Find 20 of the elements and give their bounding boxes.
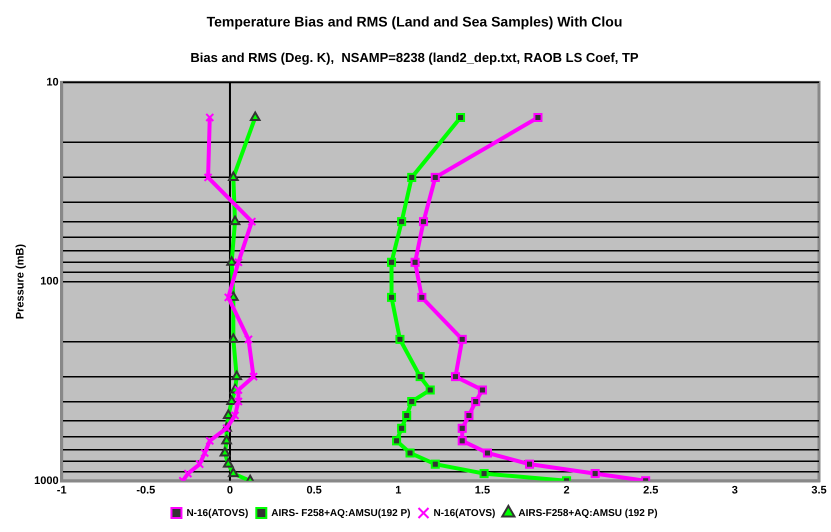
legend-label: N-16(ATOVS): [434, 508, 496, 519]
y-axis-title: Pressure (mB): [14, 244, 27, 320]
x-tick-label: 3.5: [811, 484, 827, 496]
x-tick-label: 2: [563, 484, 570, 496]
legend-label: AIRS-F258+AQ:AMSU (192 P): [518, 508, 658, 519]
x-tick-label: -0.5: [136, 484, 156, 496]
x-tick-label: 1: [395, 484, 402, 496]
y-tick-label: 1000: [34, 474, 59, 487]
x-tick-label: 3: [732, 484, 738, 496]
x-tick-label: 2.5: [643, 484, 658, 496]
chart-title: Temperature Bias and RMS (Land and Sea Samples) With Clou: [206, 13, 622, 30]
x-tick-label: -1: [56, 484, 67, 496]
legend-label: N-16(ATOVS): [186, 508, 248, 519]
x-tick-label: 0: [226, 484, 234, 496]
y-tick-label: 100: [40, 276, 59, 288]
x-tick-label: 0.5: [306, 484, 322, 496]
x-tick-label: 1.5: [474, 484, 490, 496]
chart-subtitle: Bias and RMS (Deg. K), NSAMP=8238 (land2_dep.txt, RAOB LS Coef, TP: [190, 50, 639, 66]
y-tick-label: 10: [46, 76, 59, 88]
legend-label: AIRS- F258+AQ:AMSU(192 P): [271, 508, 411, 519]
